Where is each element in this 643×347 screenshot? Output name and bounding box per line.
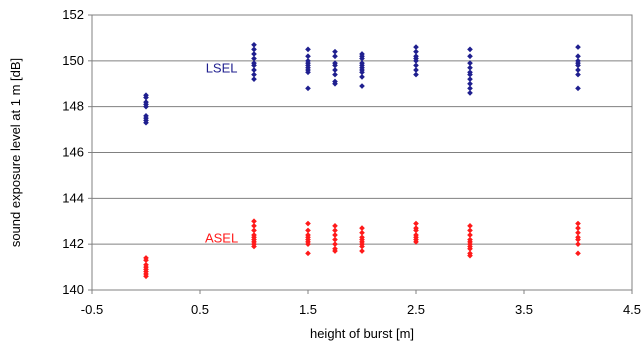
- x-tick-label: 4.5: [623, 302, 641, 317]
- asel-series-label: ASEL: [205, 230, 238, 245]
- lsel-point: [251, 62, 257, 69]
- asel-point: [467, 245, 473, 252]
- y-tick-label: 152: [62, 7, 84, 22]
- lsel-point: [467, 53, 473, 60]
- y-tick-label: 140: [62, 282, 84, 297]
- asel-point: [575, 220, 581, 227]
- lsel-point: [251, 71, 257, 78]
- lsel-point: [305, 69, 311, 76]
- asel-point: [575, 236, 581, 243]
- x-axis-ticks: -0.5 0.5 1.5 2.5 3.5 4.5: [81, 290, 641, 317]
- y-axis-label: sound exposure level at 1 m [dB]: [8, 58, 23, 247]
- data-points: [143, 41, 581, 280]
- lsel-point: [143, 119, 149, 126]
- asel-point: [251, 218, 257, 225]
- x-tick-label: -0.5: [81, 302, 103, 317]
- lsel-series-label: LSEL: [206, 61, 238, 76]
- series-labels: LSEL ASEL: [205, 61, 238, 246]
- lsel-point: [413, 71, 419, 78]
- asel-point: [359, 243, 365, 250]
- lsel-point: [575, 67, 581, 73]
- asel-point: [467, 227, 473, 234]
- x-tick-label: 1.5: [299, 302, 317, 317]
- asel-point: [359, 225, 365, 231]
- asel-point: [359, 248, 365, 254]
- lsel-point: [143, 94, 149, 101]
- lsel-point: [575, 44, 581, 50]
- asel-point: [332, 227, 338, 234]
- asel-point: [251, 227, 257, 234]
- lsel-point: [359, 74, 365, 80]
- lsel-point: [251, 67, 257, 73]
- asel-point: [332, 232, 338, 238]
- lsel-point: [467, 46, 473, 53]
- asel-point: [305, 227, 311, 234]
- asel-point: [251, 243, 257, 250]
- lsel-point: [359, 69, 365, 76]
- asel-point: [359, 229, 365, 236]
- asel-point: [575, 241, 581, 247]
- asel-point: [332, 236, 338, 243]
- lsel-point: [332, 53, 338, 60]
- asel-point: [467, 232, 473, 238]
- lsel-point: [305, 46, 311, 53]
- lsel-point: [467, 90, 473, 96]
- lsel-point: [359, 83, 365, 89]
- asel-point: [575, 229, 581, 236]
- asel-point: [332, 241, 338, 247]
- lsel-point: [332, 62, 338, 69]
- asel-point: [467, 252, 473, 259]
- lsel-point: [332, 71, 338, 78]
- asel-point: [467, 223, 473, 229]
- lsel-point: [332, 67, 338, 73]
- asel-point: [413, 239, 419, 245]
- lsel-point: [143, 103, 149, 110]
- lsel-point: [305, 85, 311, 92]
- lsel-point: [467, 76, 473, 82]
- lsel-point: [251, 76, 257, 82]
- lsel-point: [575, 85, 581, 92]
- y-tick-label: 150: [62, 53, 84, 68]
- lsel-point: [413, 67, 419, 73]
- lsel-point: [332, 80, 338, 87]
- y-tick-label: 148: [62, 99, 84, 114]
- y-tick-label: 146: [62, 145, 84, 160]
- asel-point: [332, 223, 338, 229]
- lsel-point: [467, 85, 473, 92]
- asel-point: [143, 257, 149, 264]
- asel-point: [575, 225, 581, 231]
- asel-point: [305, 220, 311, 227]
- asel-point: [143, 273, 149, 280]
- asel-point: [413, 227, 419, 234]
- asel-point: [305, 250, 311, 257]
- x-tick-label: 3.5: [515, 302, 533, 317]
- y-tick-label: 142: [62, 236, 84, 251]
- lsel-point: [575, 53, 581, 60]
- x-axis-label: height of burst [m]: [310, 326, 414, 341]
- lsel-point: [467, 64, 473, 71]
- lsel-point: [467, 71, 473, 78]
- asel-point: [332, 248, 338, 254]
- y-axis-ticks: 140 142 144 146 148 150 152: [62, 7, 92, 297]
- x-tick-label: 2.5: [407, 302, 425, 317]
- asel-point: [305, 241, 311, 247]
- x-tick-label: 0.5: [191, 302, 209, 317]
- asel-point: [251, 223, 257, 229]
- asel-point: [575, 250, 581, 257]
- lsel-point: [575, 71, 581, 78]
- y-tick-label: 144: [62, 190, 84, 205]
- asel-point: [413, 220, 419, 227]
- lsel-point: [467, 80, 473, 87]
- lsel-point: [413, 62, 419, 69]
